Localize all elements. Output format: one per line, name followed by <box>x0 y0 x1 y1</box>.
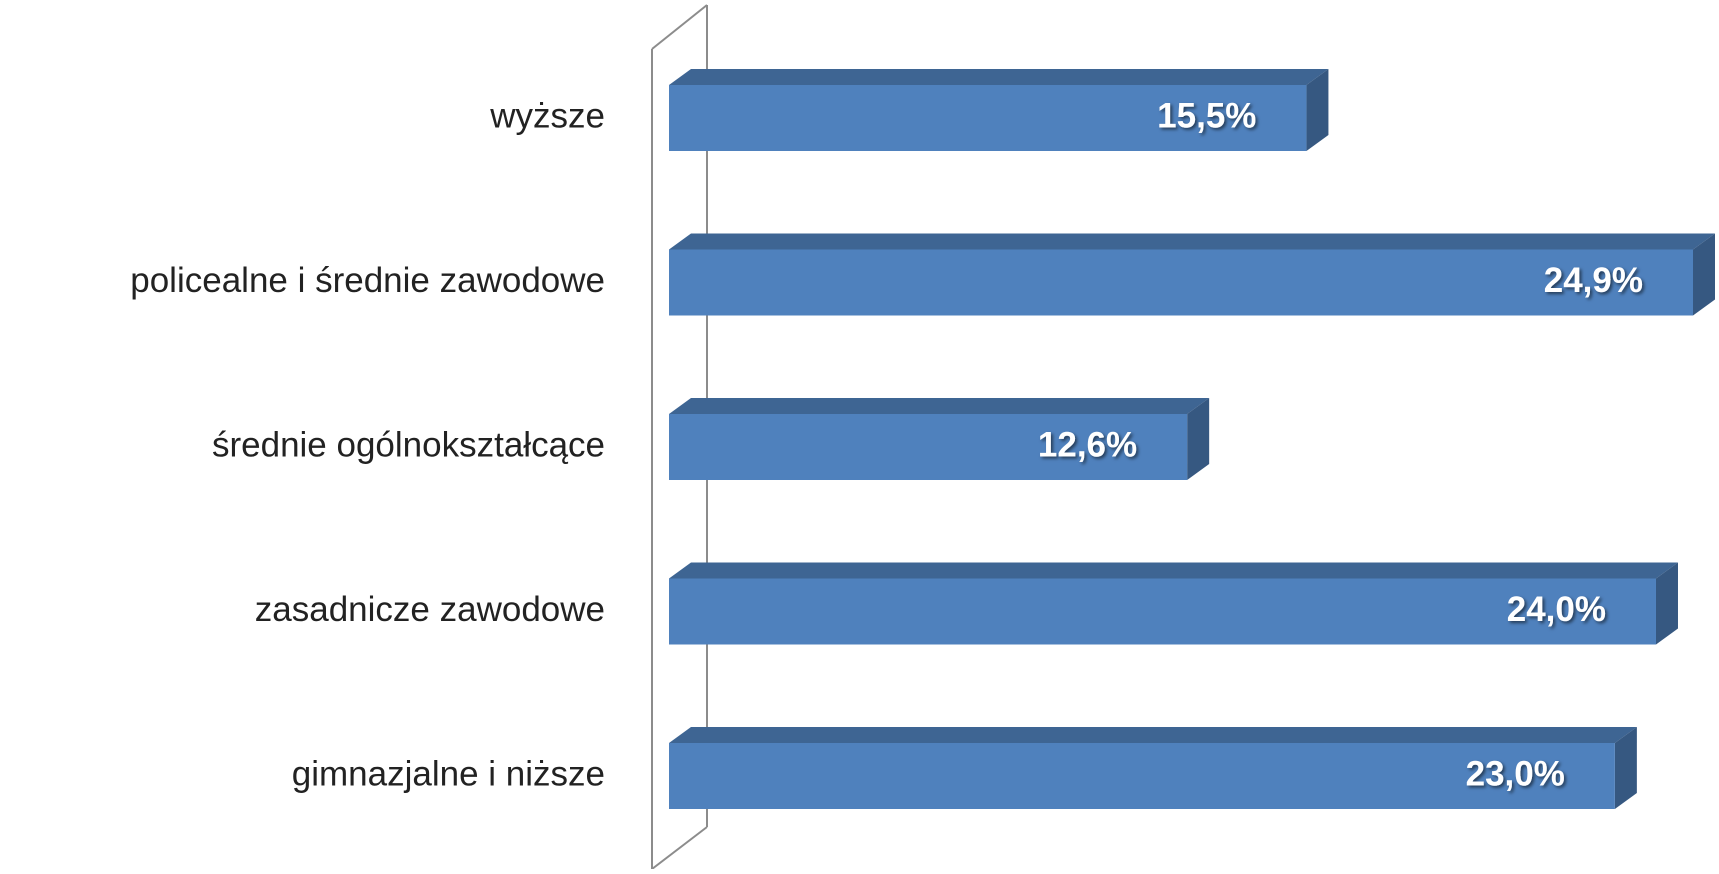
bar-side <box>1306 69 1329 151</box>
bar-top <box>669 727 1637 743</box>
value-label: 23,0% <box>1466 754 1565 793</box>
bar <box>669 249 1693 316</box>
category-label: zasadnicze zawodowe <box>255 590 605 629</box>
category-label: policealne i średnie zawodowe <box>130 261 605 300</box>
bar-top <box>669 562 1678 579</box>
bar-top <box>669 398 1210 414</box>
bar-side <box>1693 233 1715 316</box>
bar-top <box>669 233 1715 250</box>
value-label: 15,5% <box>1157 96 1256 135</box>
bar <box>669 578 1656 645</box>
value-label: 24,9% <box>1544 261 1643 300</box>
value-label: 24,0% <box>1507 590 1606 629</box>
category-label: wyższe <box>489 96 605 135</box>
bar <box>669 85 1307 151</box>
bar-side <box>1614 727 1637 809</box>
value-label: 12,6% <box>1038 425 1137 464</box>
category-label: średnie ogólnokształcące <box>212 425 605 464</box>
bar <box>669 743 1615 809</box>
category-label: gimnazjalne i niższe <box>292 754 605 793</box>
bar-top <box>669 69 1329 85</box>
bar-side <box>1655 562 1678 645</box>
bar-side <box>1187 398 1210 480</box>
bar <box>669 414 1188 480</box>
